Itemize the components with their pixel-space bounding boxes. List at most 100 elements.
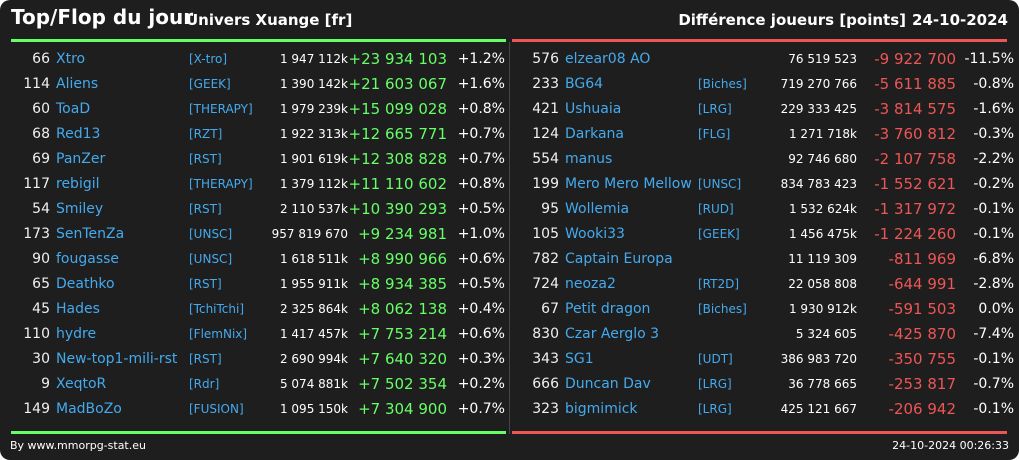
score-cell: 1 979 239k (279, 102, 348, 116)
guild-tag-link[interactable]: [FLG] (698, 127, 731, 141)
diff-cell: -3 814 575 (874, 100, 956, 118)
top-row: 173 SenTenZa [UNSC] 957 819 670 +9 234 981 +1… (11, 222, 506, 247)
player-name-link[interactable]: Ushuaia (565, 101, 622, 117)
guild-tag-link[interactable]: [RST] (189, 352, 222, 366)
pct-cell: +1.0% (457, 226, 505, 242)
guild-tag-link[interactable]: [Rdr] (189, 377, 220, 391)
column-separator (509, 42, 510, 434)
score-cell: 2 690 994k (279, 352, 348, 366)
player-name-link[interactable]: Smiley (56, 201, 104, 217)
player-name-link[interactable]: Wollemia (565, 201, 630, 217)
player-name-link[interactable]: BG64 (565, 76, 604, 92)
pct-cell: -0.1% (973, 351, 1014, 367)
guild-tag-link[interactable]: [GEEK] (698, 227, 740, 241)
flop-row: 576 elzear08 AO 76 519 523 -9 922 700 -11.5% (520, 47, 1015, 72)
metric-label: Différence joueurs [points] (678, 11, 906, 29)
guild-tag-link[interactable]: [Biches] (698, 302, 747, 316)
guild-tag-link[interactable]: [X-tro] (189, 52, 228, 66)
guild-tag-link[interactable]: [THERAPY] (189, 177, 253, 191)
rank-cell: 66 (32, 51, 50, 67)
score-cell: 1 095 150k (279, 402, 348, 416)
guild-tag-link[interactable]: [GEEK] (189, 77, 231, 91)
pct-cell: -6.8% (973, 251, 1014, 267)
player-name-link[interactable]: rebigil (56, 176, 100, 192)
diff-cell: +7 640 320 (358, 350, 447, 368)
player-name-link[interactable]: Czar Aerglo 3 (565, 326, 660, 342)
player-name-link[interactable]: New-top1-mili-rst (56, 351, 178, 367)
score-cell: 1 901 619k (279, 152, 348, 166)
score-cell: 2 110 537k (279, 202, 348, 216)
guild-tag-link[interactable]: [LRG] (698, 402, 732, 416)
guild-tag-link[interactable]: [LRG] (698, 377, 732, 391)
player-name-link[interactable]: Wooki33 (565, 226, 625, 242)
guild-tag-link[interactable]: [FUSION] (189, 402, 244, 416)
player-name-link[interactable]: PanZer (56, 151, 106, 167)
rank-cell: 666 (532, 376, 559, 392)
player-name-link[interactable]: Darkana (565, 126, 625, 142)
guild-tag-link[interactable]: [UNSC] (189, 227, 233, 241)
guild-tag-link[interactable]: [LRG] (698, 102, 732, 116)
player-name-link[interactable]: Red13 (56, 126, 101, 142)
top-row: 149 MadBoZo [FUSION] 1 095 150k +7 304 900 +0… (11, 397, 506, 422)
guild-tag-link[interactable]: [UNSC] (189, 252, 233, 266)
rank-cell: 69 (32, 151, 50, 167)
guild-tag-link[interactable]: [RT2D] (698, 277, 740, 291)
player-name-link[interactable]: SenTenZa (56, 226, 125, 242)
player-name-link[interactable]: manus (565, 151, 613, 167)
player-name-link[interactable]: bigmimick (565, 401, 638, 417)
player-name-link[interactable]: Petit dragon (565, 301, 651, 317)
player-name-link[interactable]: Duncan Dav (565, 376, 651, 392)
diff-cell: -1 317 972 (874, 200, 956, 218)
guild-tag-link[interactable]: [RST] (189, 152, 222, 166)
flop-row: 421 Ushuaia [LRG] 229 333 425 -3 814 575 -1.6… (520, 97, 1015, 122)
pct-cell: +0.8% (457, 101, 505, 117)
guild-tag-link[interactable]: [UNSC] (698, 177, 742, 191)
player-name-link[interactable]: hydre (56, 326, 97, 342)
flop-row: 124 Darkana [FLG] 1 271 718k -3 760 812 -0.3% (520, 122, 1015, 147)
guild-tag-link[interactable]: [FlemNix] (189, 327, 248, 341)
guild-tag-link[interactable]: [UDT] (698, 352, 733, 366)
player-name-link[interactable]: MadBoZo (56, 401, 122, 417)
diff-cell: +7 753 214 (358, 325, 447, 343)
player-name-link[interactable]: Captain Europa (565, 251, 673, 267)
player-name-link[interactable]: Deathko (56, 276, 115, 292)
pct-cell: +0.8% (457, 176, 505, 192)
top-row: 114 Aliens [GEEK] 1 390 142k +21 603 067 +1.6… (11, 72, 506, 97)
rank-cell: 149 (23, 401, 50, 417)
score-cell: 2 325 864k (279, 302, 348, 316)
rank-cell: 323 (532, 401, 559, 417)
player-name-link[interactable]: fougasse (56, 251, 120, 267)
player-name-link[interactable]: SG1 (565, 351, 594, 367)
player-name-link[interactable]: Xtro (56, 51, 86, 67)
player-name-link[interactable]: XeqtoR (56, 376, 107, 392)
guild-tag-link[interactable]: [RST] (189, 202, 222, 216)
player-name-link[interactable]: Mero Mero Mellow (565, 176, 692, 192)
player-name-link[interactable]: neoza2 (565, 276, 616, 292)
rank-cell: 233 (532, 76, 559, 92)
guild-tag-link[interactable]: [RUD] (698, 202, 734, 216)
player-name-link[interactable]: Aliens (56, 76, 99, 92)
footer-timestamp: 24-10-2024 00:26:33 (892, 439, 1009, 452)
player-name-link[interactable]: Hades (56, 301, 100, 317)
diff-cell: -9 922 700 (874, 50, 956, 68)
flop-row: 105 Wooki33 [GEEK] 1 456 475k -1 224 260 -0.1… (520, 222, 1015, 247)
guild-tag-link[interactable]: [TchiTchi] (189, 302, 245, 316)
diff-cell: +10 390 293 (348, 200, 447, 218)
player-name-link[interactable]: ToaD (56, 101, 91, 117)
header-date: 24-10-2024 (912, 11, 1008, 29)
flop-row: 554 manus 92 746 680 -2 107 758 -2.2% (520, 147, 1015, 172)
player-name-link[interactable]: elzear08 AO (565, 51, 651, 67)
guild-tag-link[interactable]: [RST] (189, 277, 222, 291)
pct-cell: +0.7% (457, 401, 505, 417)
score-cell: 1 955 911k (279, 277, 348, 291)
guild-tag-link[interactable]: [RZT] (189, 127, 223, 141)
rank-cell: 343 (532, 351, 559, 367)
rank-cell: 65 (32, 276, 50, 292)
diff-cell: -811 969 (888, 250, 956, 268)
guild-tag-link[interactable]: [Biches] (698, 77, 747, 91)
flop-row: 724 neoza2 [RT2D] 22 058 808 -644 991 -2.8% (520, 272, 1015, 297)
guild-tag-link[interactable]: [THERAPY] (189, 102, 253, 116)
rank-cell: 576 (532, 51, 559, 67)
flop-bottom-divider (512, 431, 1007, 434)
rank-cell: 9 (41, 376, 50, 392)
